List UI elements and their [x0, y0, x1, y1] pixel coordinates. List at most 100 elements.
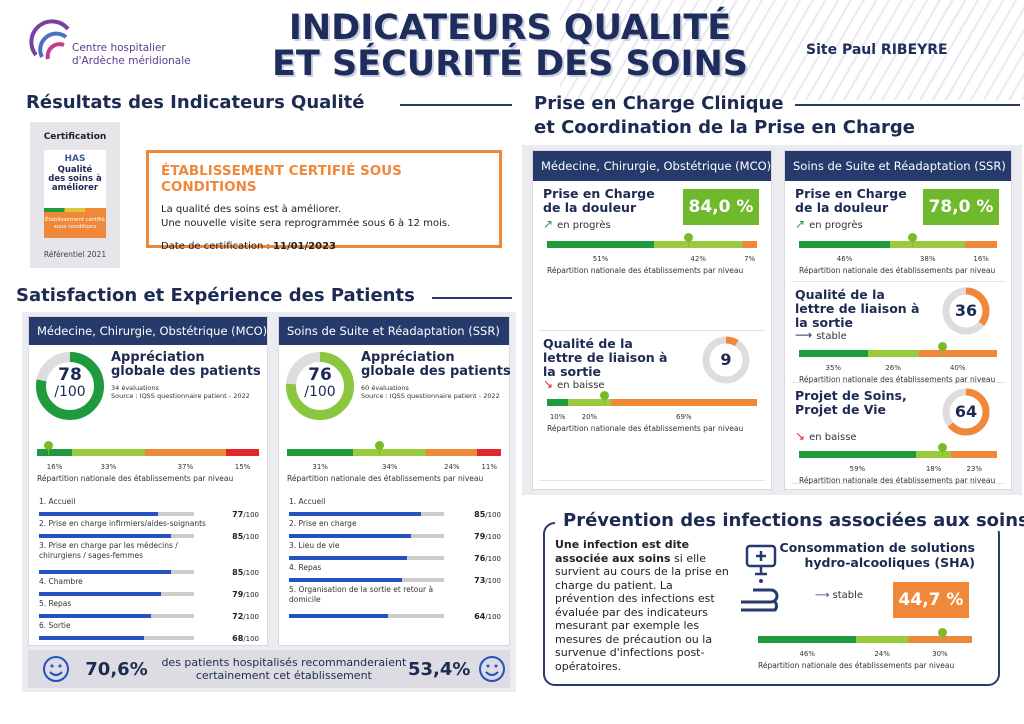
indicator-name: Prise en Charge de la douleur: [795, 186, 907, 215]
site-name: Site Paul RIBEYRE: [806, 42, 948, 58]
trend: ↘ en baisse: [543, 377, 605, 391]
level-label: 10%: [549, 413, 566, 421]
badge-stripe: [44, 208, 106, 212]
indicator-name: Prise en Charge de la douleur: [543, 186, 655, 215]
score-value: 76: [474, 554, 486, 563]
eval-count: 34 évaluations: [111, 384, 159, 392]
trend-text: en baisse: [809, 432, 857, 443]
item-bar: [39, 614, 151, 618]
item-score: 64/100: [474, 612, 501, 621]
score-max: /100: [485, 577, 501, 585]
item-score: 79/100: [232, 590, 259, 599]
caption: Répartition nationale des établissements…: [547, 266, 744, 275]
level-label: 30%: [932, 650, 948, 658]
item-track: [39, 570, 194, 574]
score-value: 64: [474, 612, 486, 621]
ring-arc: [286, 352, 354, 420]
sha-title: Consommation de solutions hydro-alcooliq…: [779, 540, 975, 570]
ring-value: 36: [954, 301, 978, 320]
trend-arrow: ↗: [543, 217, 554, 231]
item-track: [39, 636, 194, 640]
section-heading: Résultats des Indicateurs Qualité: [26, 92, 365, 113]
date-value: 11/01/2023: [273, 241, 336, 252]
item-track: [289, 556, 444, 560]
score-max: /100: [243, 569, 259, 577]
ring-value: 64: [954, 402, 978, 421]
indicator: Prise en Charge de la douleur ↗ en progrès…: [539, 181, 765, 331]
score-max: /100: [485, 533, 501, 541]
caption: Répartition nationale des établissements…: [799, 266, 996, 275]
item-track: [289, 512, 444, 516]
level-segment: [610, 399, 757, 406]
recommendation-bar: 70,6% des patients hospitalisés recomman…: [28, 650, 510, 688]
value-box: 84,0 %: [683, 189, 759, 225]
caption: Répartition nationale des établissements…: [799, 375, 996, 384]
level-segment: [951, 451, 997, 458]
level-label: 18%: [925, 465, 942, 473]
score-value: 77: [232, 510, 244, 519]
level-label: 46%: [799, 650, 815, 658]
score-max: /100: [243, 533, 259, 541]
trend-text: stable: [816, 331, 847, 342]
distribution-bar: [287, 449, 502, 456]
heading-line: Prise en Charge Clinique: [534, 93, 784, 114]
caption: Répartition nationale des établissements…: [287, 474, 484, 483]
level-segment: [353, 449, 427, 456]
indicator: Projet de Soins, Projet de Vie ↘ en baisse…: [791, 383, 1005, 485]
trend: ↘ en baisse: [795, 429, 857, 443]
item-bar: [289, 512, 421, 516]
status-title: ÉTABLISSEMENT CERTIFIÉ SOUS CONDITIONS: [161, 163, 402, 195]
recommend-ssr: 53,4%: [407, 658, 471, 680]
ring-arc: [942, 388, 990, 436]
satisfaction-panel: Soins de Suite et Réadaptation (SSR) 76/1…: [278, 316, 511, 646]
distribution: 16% 33% 37% 15% Répartition nationale des ét…: [37, 441, 259, 483]
panel-title: Médecine, Chirurgie, Obstétrique (MCO): [29, 317, 267, 345]
item-label: 3. Lieu de vie: [289, 541, 340, 550]
gauge-title: Appréciation globale des patients: [111, 350, 261, 379]
trend: ↗ en progrès: [795, 217, 863, 231]
gauge-text: Appréciation globale des patients 60 éval…: [361, 351, 511, 401]
section-heading: Prévention des infections associées aux …: [555, 510, 1024, 531]
gauge-text: Appréciation globale des patients 34 éval…: [111, 350, 261, 401]
panel-title: Soins de Suite et Réadaptation (SSR): [279, 317, 509, 345]
score-max: /100: [243, 591, 259, 599]
satisfaction-item: 2. Prise en charge infirmiers/aides-soig…: [39, 519, 259, 541]
level-segment: [918, 350, 997, 357]
gauge-score: 76: [308, 365, 332, 385]
level-segment: [654, 241, 743, 248]
level-segment: [799, 350, 868, 357]
satisfaction-item: 4. Repas 73/100: [289, 563, 501, 585]
level-label: 40%: [950, 364, 966, 372]
distribution-bar: [799, 350, 997, 357]
item-score: 68/100: [232, 634, 259, 643]
logo-text: Centre hospitalier d'Ardèche méridionale: [72, 42, 191, 68]
item-track: [39, 614, 194, 618]
item-bar: [289, 556, 407, 560]
section-heading: Prise en Charge Clinique et Coordination…: [534, 92, 915, 140]
level-label: 23%: [966, 465, 982, 473]
ring-gauge: [702, 336, 750, 384]
level-label: 42%: [690, 255, 706, 263]
item-bar: [39, 570, 171, 574]
level-label: 24%: [444, 463, 460, 471]
level-segment: [799, 451, 916, 458]
level-label: 69%: [676, 413, 692, 421]
distribution-bar: [547, 241, 757, 248]
item-track: [289, 534, 444, 538]
item-track: [289, 578, 444, 582]
level-segment: [742, 241, 757, 248]
item-score: 85/100: [232, 532, 259, 541]
item-label: 4. Chambre: [39, 577, 83, 586]
item-score: 85/100: [474, 510, 501, 519]
item-list: 1. Accueil 85/100 2. Prise en charge 79/100…: [279, 497, 509, 621]
clinical-column: Médecine, Chirurgie, Obstétrique (MCO) Pr…: [532, 150, 772, 490]
distribution-bar: [758, 636, 972, 643]
indicator: Prise en Charge de la douleur ↗ en progrès…: [791, 181, 1005, 282]
eval-count: 60 évaluations: [361, 384, 409, 392]
smiley-icon: [478, 656, 505, 682]
trend: ↗ en progrès: [543, 217, 611, 231]
heading-line: et Coordination de la Prise en Charge: [534, 117, 915, 138]
satisfaction-item: 1. Accueil 85/100: [289, 497, 501, 519]
item-label: 4. Repas: [289, 563, 322, 572]
marker: [937, 342, 947, 356]
